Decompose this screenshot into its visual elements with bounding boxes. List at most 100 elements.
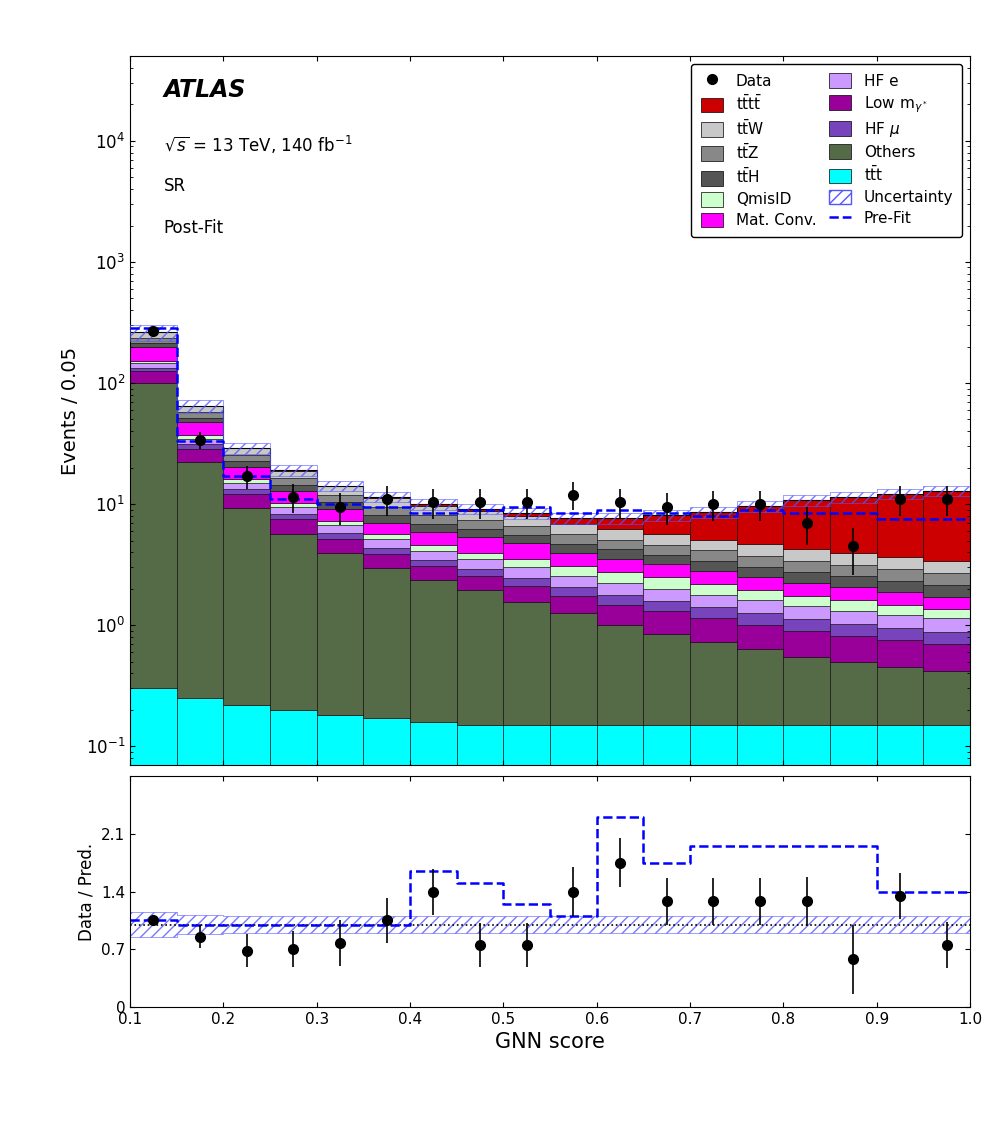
Bar (830, 497, 877, 554)
Bar (503, 516, 550, 526)
Bar (223, 489, 270, 494)
Bar (550, 566, 597, 576)
Bar (643, 601, 690, 611)
Bar (690, 618, 737, 641)
Bar (923, 574, 970, 585)
Bar (597, 595, 643, 604)
Bar (877, 557, 923, 569)
Bar (363, 568, 410, 719)
Bar (270, 485, 317, 492)
Bar (457, 511, 503, 521)
Bar (177, 449, 223, 462)
Bar (410, 566, 457, 580)
Bar (923, 609, 970, 619)
Bar (923, 670, 970, 724)
Bar (410, 546, 457, 550)
Bar (223, 494, 270, 508)
Bar (317, 533, 363, 539)
Bar (317, 486, 363, 495)
Bar (410, 721, 457, 1125)
Bar (830, 724, 877, 1125)
Bar (643, 611, 690, 633)
Bar (223, 704, 270, 1125)
Bar (830, 576, 877, 587)
Y-axis label: Data / Pred.: Data / Pred. (77, 843, 95, 940)
Bar (270, 503, 317, 506)
Bar (223, 456, 270, 461)
Bar (317, 552, 363, 716)
Bar (270, 470, 317, 478)
Text: ATLAS: ATLAS (164, 78, 246, 101)
Bar (690, 572, 737, 584)
Bar (317, 502, 363, 510)
Bar (830, 587, 877, 601)
Bar (503, 513, 550, 516)
Bar (830, 611, 877, 624)
Bar (783, 606, 830, 619)
Bar (223, 461, 270, 467)
Bar (550, 576, 597, 587)
Bar (690, 584, 737, 594)
Bar (410, 524, 457, 532)
Bar (830, 565, 877, 576)
Bar (923, 619, 970, 632)
Bar (550, 724, 597, 1125)
Text: Post-Fit: Post-Fit (164, 219, 224, 237)
Bar (363, 534, 410, 539)
Bar (690, 561, 737, 572)
Bar (690, 641, 737, 725)
Bar (457, 537, 503, 554)
Bar (550, 613, 597, 724)
X-axis label: GNN score: GNN score (495, 1033, 605, 1052)
Text: $\sqrt{s}$ = 13 TeV, 140 fb$^{-1}$: $\sqrt{s}$ = 13 TeV, 140 fb$^{-1}$ (164, 134, 352, 156)
Bar (410, 506, 457, 515)
Bar (503, 578, 550, 586)
Bar (783, 631, 830, 657)
Bar (363, 548, 410, 554)
Bar (690, 550, 737, 561)
Bar (130, 339, 177, 343)
Bar (503, 724, 550, 1125)
Bar (783, 583, 830, 596)
Bar (830, 662, 877, 724)
Bar (503, 586, 550, 602)
Bar (737, 624, 783, 649)
Bar (737, 613, 783, 624)
Bar (130, 343, 177, 346)
Bar (877, 629, 923, 640)
Bar (830, 636, 877, 661)
Bar (363, 539, 410, 548)
Bar (130, 332, 177, 339)
Bar (830, 554, 877, 565)
Bar (643, 633, 690, 724)
Bar (643, 534, 690, 544)
Bar (223, 449, 270, 456)
Bar (643, 724, 690, 1125)
Bar (550, 596, 597, 613)
Bar (737, 506, 783, 544)
Bar (877, 592, 923, 605)
Bar (597, 540, 643, 549)
Bar (270, 478, 317, 485)
Bar (550, 587, 597, 596)
Bar (597, 573, 643, 583)
Bar (363, 523, 410, 534)
Bar (503, 559, 550, 567)
Bar (317, 539, 363, 552)
Bar (177, 423, 223, 435)
Bar (457, 576, 503, 590)
Bar (690, 512, 737, 540)
Bar (690, 608, 737, 618)
Bar (503, 534, 550, 542)
Bar (737, 601, 783, 613)
Bar (177, 417, 223, 423)
Bar (783, 596, 830, 606)
Bar (177, 462, 223, 699)
Bar (877, 605, 923, 614)
Bar (457, 568, 503, 576)
Bar (457, 521, 503, 529)
Bar (270, 533, 317, 710)
Bar (317, 495, 363, 502)
Bar (690, 724, 737, 1125)
Bar (643, 577, 690, 590)
